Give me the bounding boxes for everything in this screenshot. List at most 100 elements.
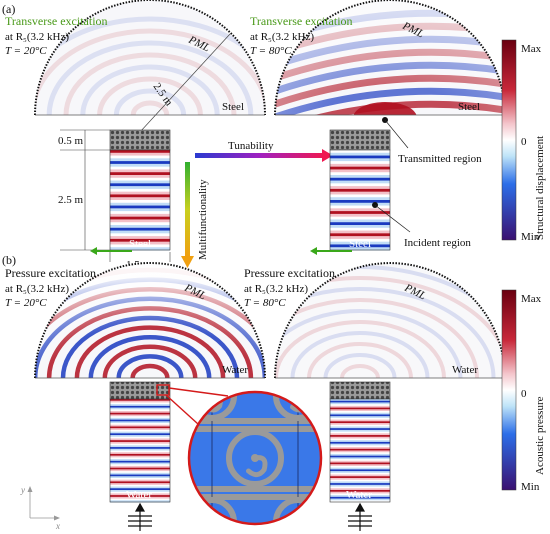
- duct-field-band: [330, 241, 390, 246]
- duct-field-band: [330, 175, 390, 179]
- duct-field-band: [110, 197, 170, 201]
- duct-field-band: [110, 421, 170, 424]
- duct-field-band: [330, 491, 390, 495]
- b-left-temp: T = 20°C: [5, 297, 47, 309]
- duct-field-band: [330, 433, 390, 436]
- inset-connector-lines: [156, 384, 229, 425]
- duct-field-band: [330, 443, 390, 446]
- colorbar-b-max: Max: [521, 293, 542, 305]
- a-left-dome-material: Steel: [222, 101, 244, 113]
- duct-field-band: [110, 247, 170, 251]
- duct-field-band: [330, 460, 390, 464]
- duct-field-band: [330, 163, 390, 168]
- duct-field-band: [110, 500, 170, 503]
- dome-wave-front: [323, 353, 397, 378]
- duct-a-left: [109, 129, 171, 251]
- tunability-arrow: [195, 149, 333, 162]
- duct-field-band: [110, 445, 170, 448]
- resonator-spiral: [290, 519, 309, 524]
- duct-field-band: [330, 188, 390, 193]
- duct-field-band: [110, 471, 170, 474]
- duct-field-band: [110, 447, 170, 450]
- duct-field-band: [110, 429, 170, 433]
- duct-field-band: [330, 155, 390, 159]
- excitation-arrow-a-left: [90, 247, 132, 255]
- duct-field-band: [330, 169, 390, 173]
- duct-field-band: [110, 474, 170, 477]
- duct-field-band: [330, 483, 390, 486]
- a-left-temp: T = 20°C: [5, 45, 47, 57]
- duct-field-band: [330, 467, 390, 470]
- duct-field-band: [330, 152, 390, 157]
- resonator-spiral: [246, 455, 268, 478]
- duct-field-band: [110, 438, 170, 441]
- duct-field-band: [110, 457, 170, 460]
- duct-field-band: [110, 183, 170, 187]
- duct-field-band: [330, 471, 390, 474]
- dome-wave-front: [275, 309, 463, 378]
- dome-wave-front: [275, 298, 479, 378]
- duct-field-band: [110, 431, 170, 434]
- duct-field-band: [110, 489, 170, 493]
- radius-line: [139, 33, 231, 133]
- duct-field-band: [110, 152, 170, 157]
- b-right-freq: at R₅(3.2 kHz): [244, 283, 308, 295]
- duct-field-band: [330, 225, 390, 229]
- duct-field-band: [110, 213, 170, 218]
- duct-field-band: [330, 194, 390, 198]
- duct-field-band: [330, 484, 390, 488]
- duct-field-band: [330, 227, 390, 232]
- colorbar-b-min: Min: [521, 481, 540, 493]
- resonator-spiral: [204, 519, 223, 524]
- duct-field-band: [330, 150, 390, 154]
- metamaterial-inset: [187, 390, 323, 526]
- duct-field-band: [110, 244, 170, 248]
- b-left-freq: at R₅(3.2 kHz): [5, 283, 69, 295]
- dome-wave-front: [290, 331, 430, 378]
- excitation-arrow-a-right: [310, 247, 352, 255]
- duct-field-band: [110, 452, 170, 455]
- duct-field-band: [330, 416, 390, 419]
- duct-field-band: [330, 500, 390, 503]
- colorbar-b-title: Acoustic pressure: [534, 396, 546, 475]
- duct-field-band: [110, 416, 170, 419]
- duct-field-band: [110, 481, 170, 484]
- duct-field-band: [330, 459, 390, 462]
- duct-field-band: [330, 445, 390, 448]
- duct-field-band: [330, 205, 390, 209]
- colorbar-a-min: Min: [521, 231, 540, 243]
- a-right-temp: T = 80°C: [250, 45, 292, 57]
- duct-field-band: [110, 453, 170, 457]
- duct-field-band: [330, 453, 390, 457]
- duct-field-band: [110, 477, 170, 481]
- dome-wave-front: [46, 40, 254, 115]
- duct-field-band: [110, 498, 170, 501]
- duct-field-band: [110, 460, 170, 464]
- duct-field-band: [110, 241, 170, 246]
- duct-field-band: [330, 488, 390, 491]
- duct-field-band: [330, 472, 390, 476]
- colorbar-a-max: Max: [521, 43, 542, 55]
- unit-cell-plate: [189, 418, 321, 424]
- duct-field-band: [110, 158, 170, 162]
- transmitted-region-label: Transmitted region: [398, 153, 482, 165]
- duct-field-band: [110, 177, 170, 182]
- duct-field-band: [110, 399, 170, 402]
- b-right-temp: T = 80°C: [244, 297, 286, 309]
- dome-wave-front: [35, 28, 265, 115]
- duct-field-band: [110, 208, 170, 212]
- duct-field-band: [110, 455, 170, 458]
- duct-field-band: [330, 455, 390, 458]
- duct-field-band: [330, 441, 390, 445]
- duct-field-band: [110, 219, 170, 223]
- duct-b-right: [329, 381, 391, 503]
- duct-field-band: [110, 433, 170, 436]
- duct-field-band: [110, 493, 170, 496]
- duct-field-band: [110, 464, 170, 467]
- resonator-core: [294, 392, 302, 400]
- duct-field-band: [330, 180, 390, 184]
- duct-field-band: [110, 225, 170, 229]
- duct-field-band: [110, 412, 170, 416]
- b-left-duct-material: Water: [126, 489, 152, 501]
